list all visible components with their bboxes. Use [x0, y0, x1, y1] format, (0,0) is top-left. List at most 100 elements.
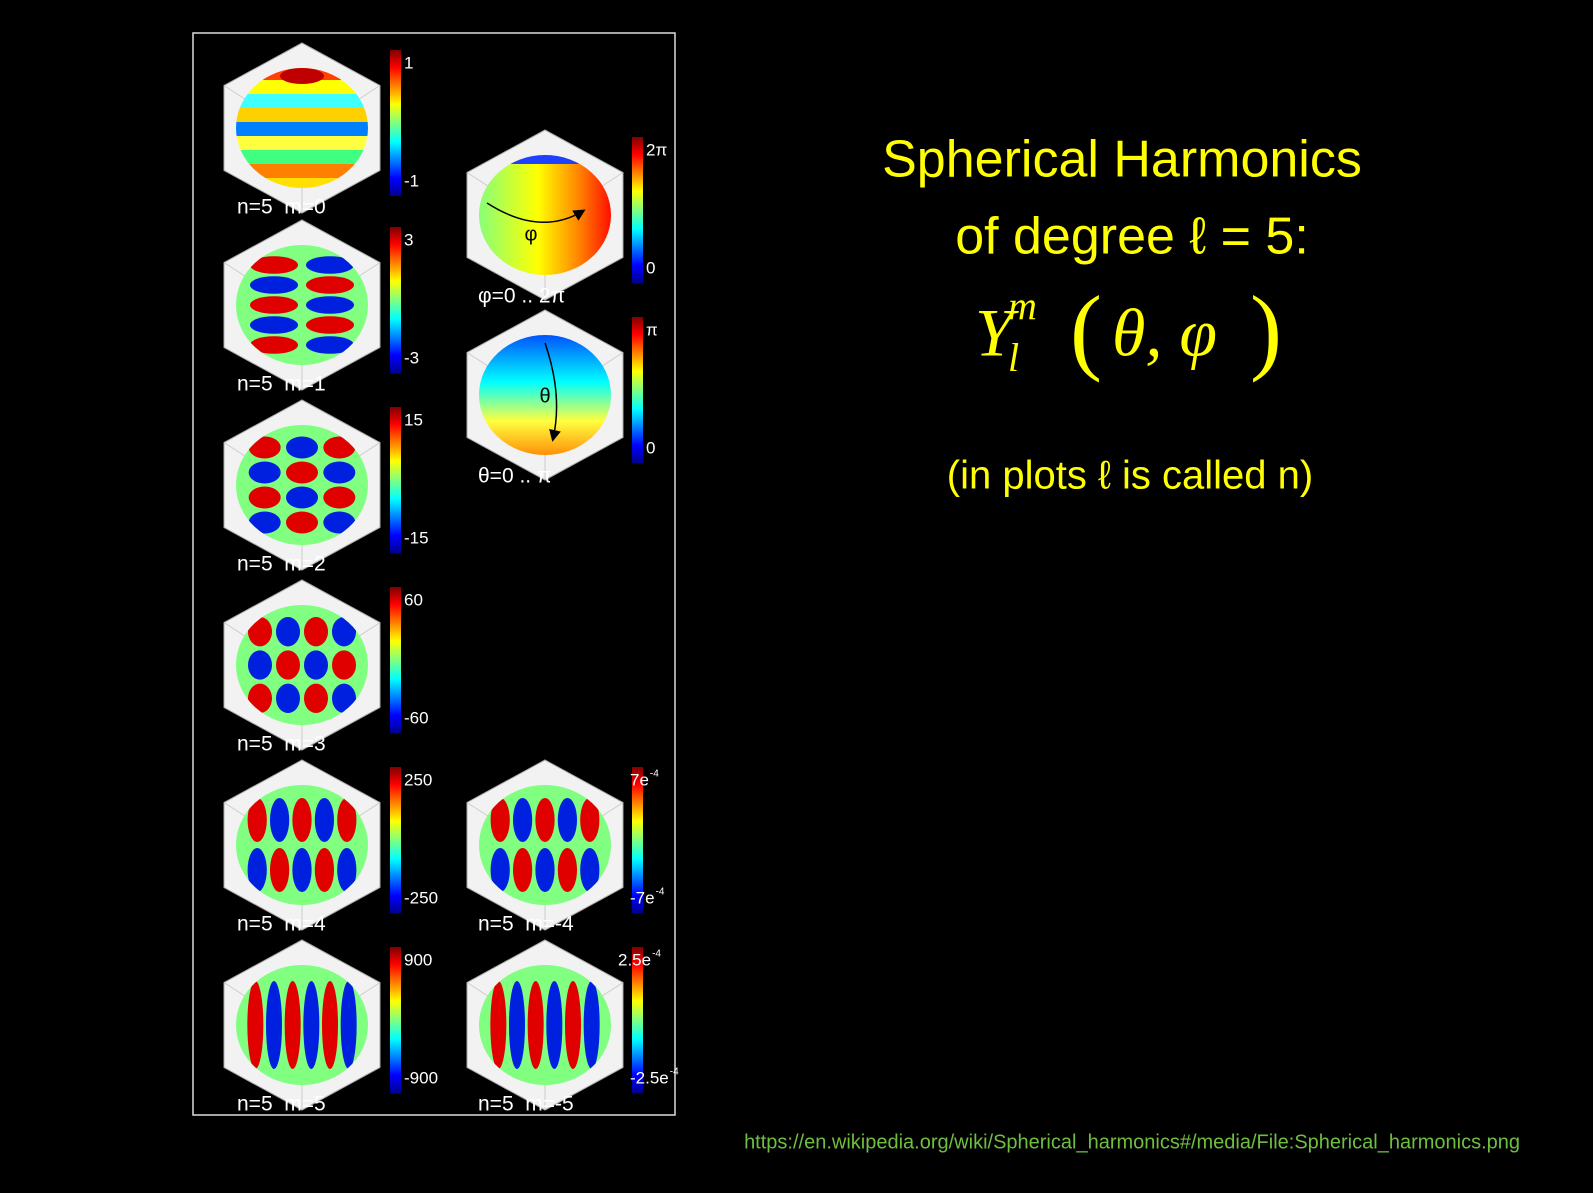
colorbar-label: -900 [404, 1068, 438, 1087]
sphere-lobe [513, 848, 532, 892]
plot-label: θ=0 .. π [478, 465, 551, 488]
slide: 1 -1 n=5 m=0 3 -3 n=5 m=1 15 -15 n=5 m=2 60 -60 n=5… [0, 0, 1593, 1193]
colorbar-label: 7e [630, 770, 649, 789]
colorbar-label: 60 [404, 590, 423, 609]
sphere-band [232, 108, 372, 122]
sphere-lobe [306, 276, 354, 294]
formula-paren: ) [1250, 276, 1282, 383]
sphere-lobe [323, 462, 355, 484]
sphere-band [232, 122, 372, 136]
title-line: of degree ℓ = 5: [955, 208, 1309, 266]
colorbar [390, 227, 401, 373]
colorbar-label: -2.5e [630, 1068, 669, 1087]
sphere-band [232, 136, 372, 150]
sphere-lobe [332, 650, 356, 679]
sphere-lobe [247, 981, 263, 1069]
sphere-band [232, 150, 372, 164]
sphere-lobe [248, 650, 272, 679]
colorbar [390, 587, 401, 733]
sphere-lobe [285, 981, 301, 1069]
sphere-lobe [249, 462, 281, 484]
sphere-lobe [304, 617, 328, 646]
sphere-lobe [304, 684, 328, 713]
colorbar-label: 0 [646, 258, 655, 277]
colorbar [390, 947, 401, 1093]
plot-label: n=5 m=4 [237, 913, 326, 936]
colorbar-exponent: -4 [656, 887, 665, 898]
colorbar-label: -1 [404, 171, 419, 190]
sphere-lobe [303, 981, 319, 1069]
colorbar-label: 2π [646, 140, 667, 159]
colorbar [632, 137, 643, 283]
colorbar [390, 767, 401, 913]
plot-label: n=5 m=1 [237, 373, 326, 396]
note: (in plots ℓ is called n) [947, 454, 1313, 498]
sphere-lobe [286, 512, 318, 534]
source-link: https://en.wikipedia.org/wiki/Spherical_… [744, 1131, 1520, 1153]
sphere-lobe [315, 798, 334, 842]
plot-label: n=5 m=-5 [478, 1093, 574, 1116]
annotation: θ [539, 385, 550, 407]
sphere-lobe [528, 981, 544, 1069]
formula-subscript: l [1008, 335, 1019, 380]
sphere-lobe [270, 848, 289, 892]
sphere-lobe [306, 316, 354, 334]
sphere-lobe [286, 487, 318, 509]
sphere-lobe [535, 798, 554, 842]
plot-label: n=5 m=0 [237, 196, 326, 219]
colorbar-label: -250 [404, 888, 438, 907]
plot-label: n=5 m=3 [237, 733, 326, 756]
sphere-lobe [558, 848, 577, 892]
sphere-lobe [286, 437, 318, 459]
colorbar-label: 1 [404, 53, 413, 72]
colorbar-exponent: -4 [670, 1067, 679, 1078]
plot-label: φ=0 .. 2π [478, 285, 565, 308]
sphere-lobe [558, 798, 577, 842]
sphere-lobe [292, 798, 311, 842]
colorbar-label: -7e [630, 888, 655, 907]
sphere-lobe [546, 981, 562, 1069]
colorbar [632, 317, 643, 463]
colorbar-exponent: -4 [650, 769, 659, 780]
sphere-lobe [565, 981, 581, 1069]
colorbar-label: -15 [404, 528, 429, 547]
formula-superscript: m [1008, 283, 1037, 328]
formula-arguments: θ, φ [1112, 295, 1217, 371]
colorbar-label: 2.5e [618, 950, 651, 969]
sphere-lobe [276, 684, 300, 713]
colorbar-label: π [646, 320, 658, 339]
sphere-lobe [280, 68, 324, 84]
plot-label: n=5 m=2 [237, 553, 326, 576]
colorbar-exponent: -4 [652, 949, 661, 960]
plot-label: n=5 m=-4 [478, 913, 574, 936]
sphere-lobe [270, 798, 289, 842]
sphere-lobe [286, 462, 318, 484]
colorbar-label: -3 [404, 348, 419, 367]
sphere-lobe [341, 981, 357, 1069]
title-line: Spherical Harmonics [882, 131, 1362, 189]
colorbar-label: -60 [404, 708, 429, 727]
sphere-lobe [323, 487, 355, 509]
sphere-band [232, 94, 372, 108]
sphere-lobe [292, 848, 311, 892]
sphere-lobe [276, 617, 300, 646]
sphere-lobe [250, 316, 298, 334]
sphere-lobe [490, 981, 506, 1069]
annotation: φ [525, 223, 538, 245]
sphere-lobe [322, 981, 338, 1069]
formula-paren: ( [1070, 276, 1102, 383]
sphere-lobe [304, 650, 328, 679]
sphere-lobe [535, 848, 554, 892]
plot-label: n=5 m=5 [237, 1093, 326, 1116]
colorbar-label: 0 [646, 438, 655, 457]
sphere-lobe [513, 798, 532, 842]
sphere-lobe [249, 487, 281, 509]
sphere-lobe [250, 276, 298, 294]
sphere-lobe [306, 296, 354, 314]
sphere-lobe [584, 981, 600, 1069]
sphere-lobe [509, 981, 525, 1069]
colorbar-label: 15 [404, 410, 423, 429]
colorbar-label: 3 [404, 230, 413, 249]
colorbar-label: 900 [404, 950, 432, 969]
sphere-lobe [276, 650, 300, 679]
